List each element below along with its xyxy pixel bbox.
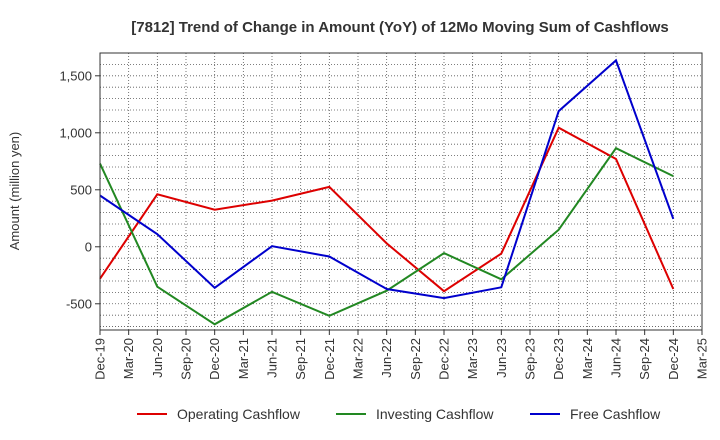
- y-tick-label: 1,000: [59, 125, 92, 140]
- x-tick-label: Jun-23: [494, 338, 509, 378]
- y-axis-ticks: -500 0 500 1,000 1,500: [59, 68, 100, 311]
- x-tick-label: Dec-19: [93, 338, 108, 380]
- y-tick-label: 500: [70, 182, 92, 197]
- chart-title: [7812] Trend of Change in Amount (YoY) o…: [131, 19, 669, 36]
- x-tick-label: Jun-21: [265, 338, 280, 378]
- legend-label-free-cashflow: Free Cashflow: [570, 406, 661, 422]
- x-tick-label: Sep-22: [408, 338, 423, 380]
- x-tick-label: Dec-21: [322, 338, 337, 380]
- operating-cashflow-line: [99, 126, 675, 293]
- x-tick-label: Mar-22: [351, 338, 366, 379]
- x-tick-label: Mar-25: [695, 338, 710, 379]
- legend-label-investing-cashflow: Investing Cashflow: [376, 406, 494, 422]
- y-axis-label: Amount (million yen): [7, 132, 22, 251]
- x-tick-label: Dec-23: [551, 338, 566, 380]
- legend-label-operating-cashflow: Operating Cashflow: [177, 406, 301, 422]
- investing-cashflow-line: [99, 146, 674, 326]
- x-axis-ticks: Dec-19 Mar-20 Jun-20 Sep-20 Dec-20 Mar-21 Jun-…: [93, 330, 710, 380]
- x-tick-label: Sep-24: [637, 338, 652, 380]
- y-tick-label: 0: [85, 239, 92, 254]
- x-tick-label: Dec-20: [207, 338, 222, 380]
- x-tick-label: Dec-24: [666, 338, 681, 380]
- x-tick-label: Jun-24: [609, 338, 624, 378]
- y-tick-label: 1,500: [59, 68, 92, 83]
- grid-lines: [100, 52, 702, 330]
- x-tick-label: Mar-24: [580, 338, 595, 379]
- series-lines: [99, 58, 675, 326]
- x-tick-label: Jun-20: [150, 338, 165, 378]
- legend: Operating Cashflow Investing Cashflow Free…: [137, 406, 661, 422]
- x-tick-label: Sep-21: [293, 338, 308, 380]
- x-tick-label: Mar-23: [465, 338, 480, 379]
- free-cashflow-line: [99, 58, 675, 300]
- x-tick-label: Sep-23: [523, 338, 538, 380]
- x-tick-label: Mar-20: [121, 338, 136, 379]
- x-tick-label: Mar-21: [236, 338, 251, 379]
- y-tick-label: -500: [66, 296, 92, 311]
- x-tick-label: Sep-20: [179, 338, 194, 380]
- x-tick-label: Jun-22: [379, 338, 394, 378]
- plot-frame: [99, 52, 703, 331]
- x-tick-label: Dec-22: [437, 338, 452, 380]
